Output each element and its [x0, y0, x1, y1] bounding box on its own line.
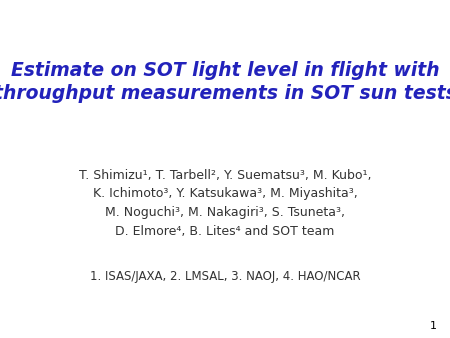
Text: 1. ISAS/JAXA, 2. LMSAL, 3. NAOJ, 4. HAO/NCAR: 1. ISAS/JAXA, 2. LMSAL, 3. NAOJ, 4. HAO/…	[90, 270, 360, 283]
Text: Estimate on SOT light level in flight with
throughput measurements in SOT sun te: Estimate on SOT light level in flight wi…	[0, 61, 450, 103]
Text: 1: 1	[429, 321, 436, 331]
Text: T. Shimizu¹, T. Tarbell², Y. Suematsu³, M. Kubo¹,
K. Ichimoto³, Y. Katsukawa³, M: T. Shimizu¹, T. Tarbell², Y. Suematsu³, …	[79, 169, 371, 238]
